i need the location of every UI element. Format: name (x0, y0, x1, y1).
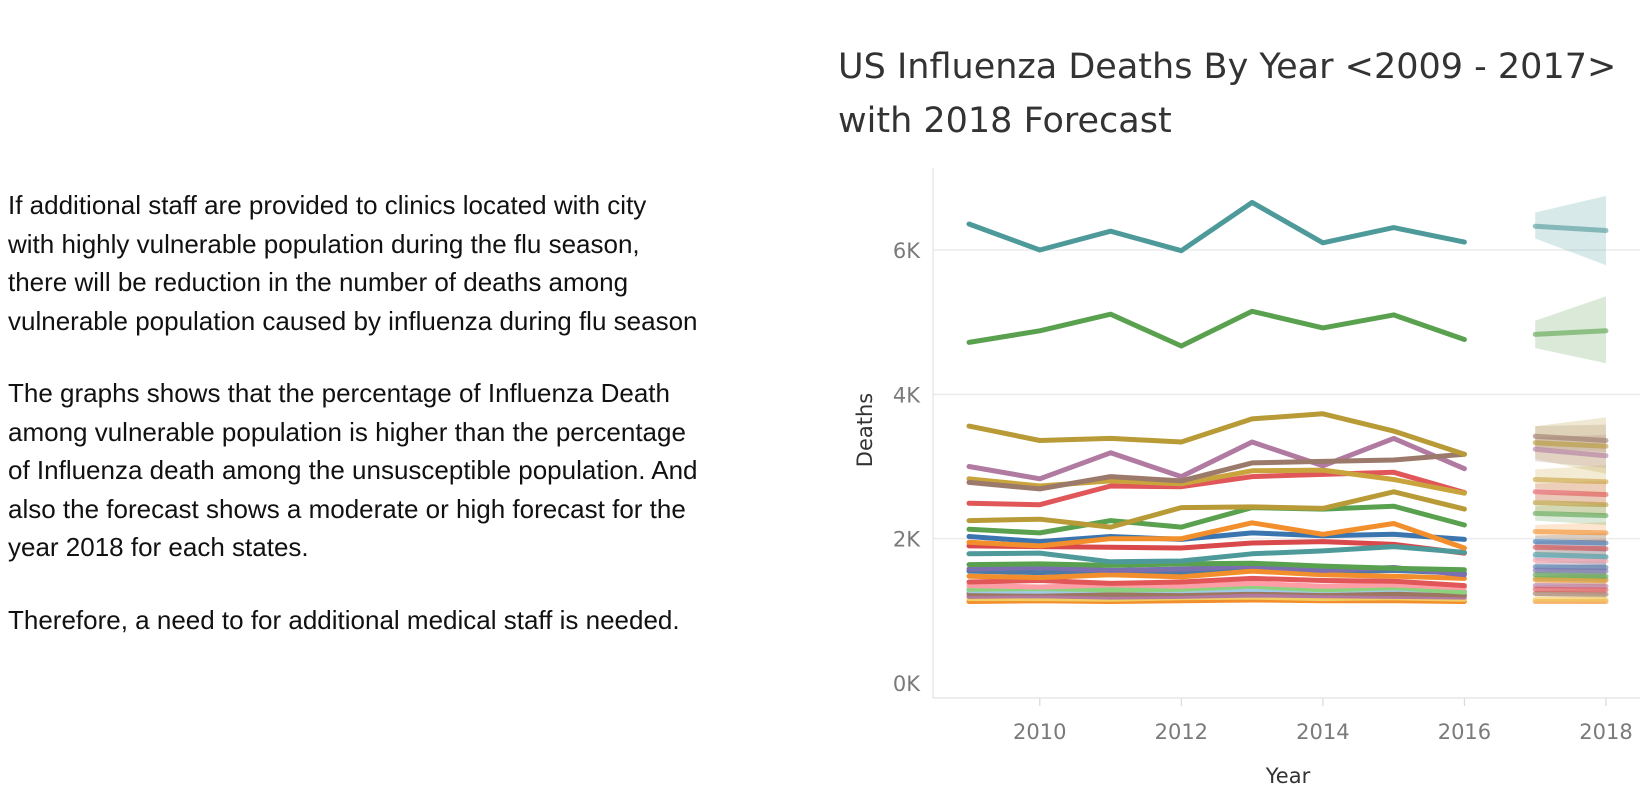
series-line (966, 435, 1467, 482)
x-tick-label: 2012 (1155, 720, 1208, 744)
y-tick-label: 6K (893, 239, 921, 263)
series-line (966, 451, 1467, 492)
chart-title: US Influenza Deaths By Year <2009 - 2017… (838, 47, 1617, 141)
forecast-line (1532, 539, 1609, 546)
forecast-line (1532, 557, 1609, 564)
forecast-line (1532, 489, 1609, 498)
forecast-line (1532, 591, 1609, 597)
forecast-line (1532, 529, 1609, 536)
y-tick-label: 2K (893, 528, 921, 552)
series-lines (966, 199, 1467, 604)
series-line (966, 489, 1467, 530)
narrative-paragraph-conclusion: Therefore, a need to for additional medi… (8, 604, 680, 635)
forecast-line (1532, 583, 1609, 589)
series-line (966, 530, 1467, 545)
forecast-line (1532, 552, 1609, 560)
forecast-line (1532, 577, 1609, 583)
forecast-line (1532, 544, 1609, 552)
forecast-line (1532, 510, 1609, 519)
y-axis-title: Deaths (853, 393, 877, 467)
y-tick-label: 4K (893, 383, 921, 407)
gridlines (933, 249, 1640, 540)
axes: 0K 2K 4K 6K 2010 2012 2014 2016 2018 Year Deaths (853, 168, 1640, 788)
forecast-line (1532, 500, 1609, 508)
forecast-line (1532, 446, 1609, 459)
forecast-line (1532, 223, 1609, 233)
series-line (966, 544, 1467, 565)
series-line (966, 580, 1467, 591)
narrative-text: If additional staff are provided to clin… (8, 186, 808, 673)
forecast-line (1532, 477, 1609, 485)
x-axis-title: Year (1265, 764, 1311, 788)
forecast-line (1532, 572, 1609, 579)
forecast-lines (1532, 223, 1609, 604)
forecast-line (1532, 567, 1609, 574)
y-tick-label: 0K (893, 672, 921, 696)
forecast-line (1532, 328, 1609, 337)
series-line (966, 568, 1467, 581)
series-line (966, 469, 1467, 508)
series-line (966, 199, 1467, 254)
series-line (966, 592, 1467, 600)
series-line (966, 565, 1467, 576)
forecast-band (1535, 296, 1606, 364)
series-line (966, 520, 1467, 551)
narrative-paragraph-findings: The graphs shows that the percentage of … (8, 378, 698, 562)
series-line (966, 411, 1467, 457)
series-line (966, 575, 1467, 589)
narrative-paragraph-hypothesis: If additional staff are provided to clin… (8, 190, 698, 336)
series-line (966, 308, 1467, 349)
series-line (966, 503, 1467, 536)
forecast-line (1532, 564, 1609, 570)
x-tick-label: 2010 (1013, 720, 1066, 744)
forecast-line (1532, 440, 1609, 449)
series-line (966, 560, 1467, 573)
forecast-line (1532, 586, 1609, 593)
x-tick-label: 2018 (1579, 720, 1632, 744)
x-tick-label: 2016 (1438, 720, 1491, 744)
x-tick-label: 2014 (1296, 720, 1349, 744)
forecast-line (1532, 433, 1609, 443)
